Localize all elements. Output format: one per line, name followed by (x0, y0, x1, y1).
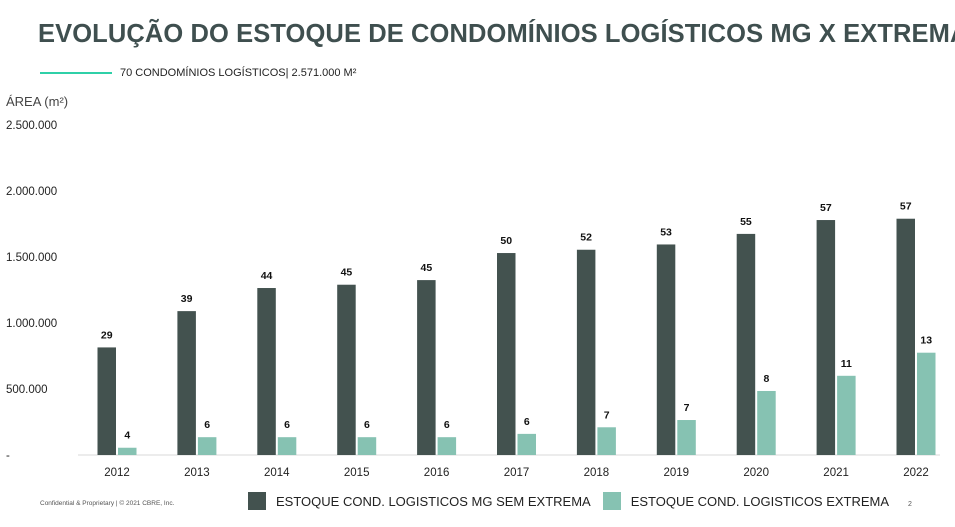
bar-extrema (118, 447, 137, 455)
data-label-mg: 45 (421, 262, 433, 274)
bar-mg (97, 347, 116, 455)
bar-extrema (197, 437, 217, 455)
x-tick-label: 2022 (903, 467, 929, 479)
bar-extrema (597, 427, 616, 455)
data-label-extrema: 13 (920, 335, 932, 347)
x-tick-label: 2014 (264, 467, 290, 479)
y-tick-label: 1.500.000 (6, 252, 57, 264)
data-label-extrema: 4 (124, 430, 130, 442)
bar-mg (736, 233, 756, 455)
bar-extrema (677, 420, 696, 455)
data-label-mg: 50 (500, 235, 512, 247)
y-tick-label: - (6, 450, 10, 462)
y-axis-label: ÁREA (m²) (6, 94, 69, 109)
data-label-extrema: 6 (444, 419, 450, 431)
legend-item-extrema: ESTOQUE COND. LOGISTICOS EXTREMA (602, 492, 890, 510)
bar-mg (337, 284, 356, 455)
confidential-notice: Confidential & Proprietary | © 2021 CBRE… (40, 500, 175, 507)
data-label-extrema: 7 (684, 402, 690, 414)
data-label-mg: 45 (341, 267, 353, 279)
x-tick-label: 2020 (743, 467, 769, 479)
data-label-mg: 29 (101, 329, 113, 341)
data-label-extrema: 8 (764, 373, 770, 385)
data-label-mg: 57 (820, 202, 832, 214)
y-tick-label: 500.000 (6, 384, 48, 396)
bar-mg (257, 288, 276, 455)
x-tick-label: 2017 (504, 467, 530, 479)
bar-extrema (757, 390, 776, 455)
x-tick-label: 2016 (424, 467, 450, 479)
x-tick-label: 2021 (823, 467, 849, 479)
data-label-extrema: 11 (841, 358, 852, 370)
subtitle: 70 CONDOMÍNIOS LOGÍSTICOS| 2.571.000 M² (120, 67, 357, 79)
x-tick-label: 2018 (584, 467, 610, 479)
bar-extrema (277, 437, 297, 455)
data-label-mg: 44 (261, 270, 273, 282)
legend-swatch-extrema (602, 492, 621, 510)
x-tick-label: 2015 (344, 467, 370, 479)
bar-mg (656, 244, 676, 455)
x-tick-label: 2013 (184, 467, 210, 479)
bar-extrema (517, 433, 536, 455)
y-tick-label: 2.000.000 (6, 186, 57, 198)
page-number: 2 (908, 501, 912, 508)
data-label-mg: 55 (740, 216, 752, 228)
bar-mg (576, 249, 596, 455)
x-tick-label: 2012 (104, 467, 130, 479)
legend-swatch-mg (248, 492, 266, 510)
bar-mg (177, 311, 196, 455)
data-label-mg: 39 (181, 293, 193, 305)
y-tick-label: 2.500.000 (6, 120, 57, 132)
bar-extrema (357, 437, 377, 455)
page-title: EVOLUÇÃO DO ESTOQUE DE CONDOMÍNIOS LOGÍS… (38, 20, 955, 48)
bar-extrema (837, 375, 856, 455)
data-label-mg: 52 (580, 232, 592, 244)
bar-mg (896, 218, 915, 455)
bar-mg (816, 220, 836, 455)
legend-label-mg: ESTOQUE COND. LOGISTICOS MG SEM EXTREMA (276, 493, 591, 509)
bar-extrema (437, 437, 457, 455)
x-tick-label: 2019 (664, 467, 690, 479)
bar-mg (497, 253, 516, 455)
y-tick-label: 1.000.000 (6, 318, 57, 330)
data-label-mg: 57 (900, 201, 912, 213)
data-label-extrema: 6 (364, 419, 370, 431)
bar-mg (417, 280, 436, 455)
data-label-mg: 53 (660, 226, 672, 238)
data-label-extrema: 6 (284, 419, 290, 431)
legend-label-extrema: ESTOQUE COND. LOGISTICOS EXTREMA (630, 493, 890, 509)
data-label-extrema: 6 (204, 419, 210, 431)
data-label-extrema: 7 (604, 409, 610, 421)
bar-extrema (917, 352, 936, 455)
subtitle-accent-line (40, 72, 112, 74)
chart-legend: ESTOQUE COND. LOGISTICOS MG SEM EXTREMA … (248, 492, 891, 510)
data-label-extrema: 6 (524, 416, 530, 428)
legend-item-mg: ESTOQUE COND. LOGISTICOS MG SEM EXTREMA (248, 492, 591, 510)
